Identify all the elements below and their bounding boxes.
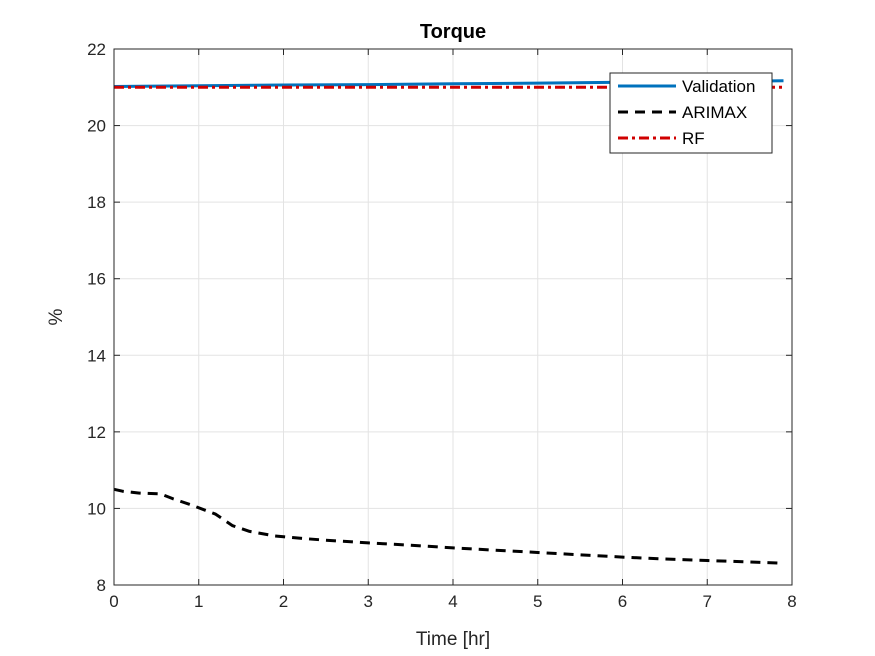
y-tick-label: 14 xyxy=(87,346,106,365)
y-tick-label: 20 xyxy=(87,117,106,136)
y-tick-label: 12 xyxy=(87,423,106,442)
grid-layer xyxy=(114,49,792,585)
x-tick-label: 4 xyxy=(448,592,457,611)
y-tick-label: 10 xyxy=(87,499,106,518)
y-axis-label: % xyxy=(46,308,67,325)
legend-label-rf: RF xyxy=(682,129,705,148)
y-tick-label: 22 xyxy=(87,40,106,59)
series-line-arimax xyxy=(113,487,784,565)
x-tick-label: 3 xyxy=(364,592,373,611)
y-tick-label: 18 xyxy=(87,193,106,212)
legend-label-validation: Validation xyxy=(682,77,755,96)
x-tick-label: 8 xyxy=(787,592,796,611)
x-tick-label: 0 xyxy=(109,592,118,611)
x-tick-label: 6 xyxy=(618,592,627,611)
x-axis-label: Time [hr] xyxy=(416,629,490,650)
x-tick-label: 5 xyxy=(533,592,542,611)
y-tick-label: 8 xyxy=(97,576,106,595)
y-tick-label: 16 xyxy=(87,270,106,289)
x-tick-label: 7 xyxy=(703,592,712,611)
chart-title: Torque xyxy=(420,21,486,43)
legend: Validation ARIMAX RF xyxy=(609,72,773,154)
x-tick-label: 1 xyxy=(194,592,203,611)
x-tick-label: 2 xyxy=(279,592,288,611)
legend-label-arimax: ARIMAX xyxy=(682,103,747,122)
